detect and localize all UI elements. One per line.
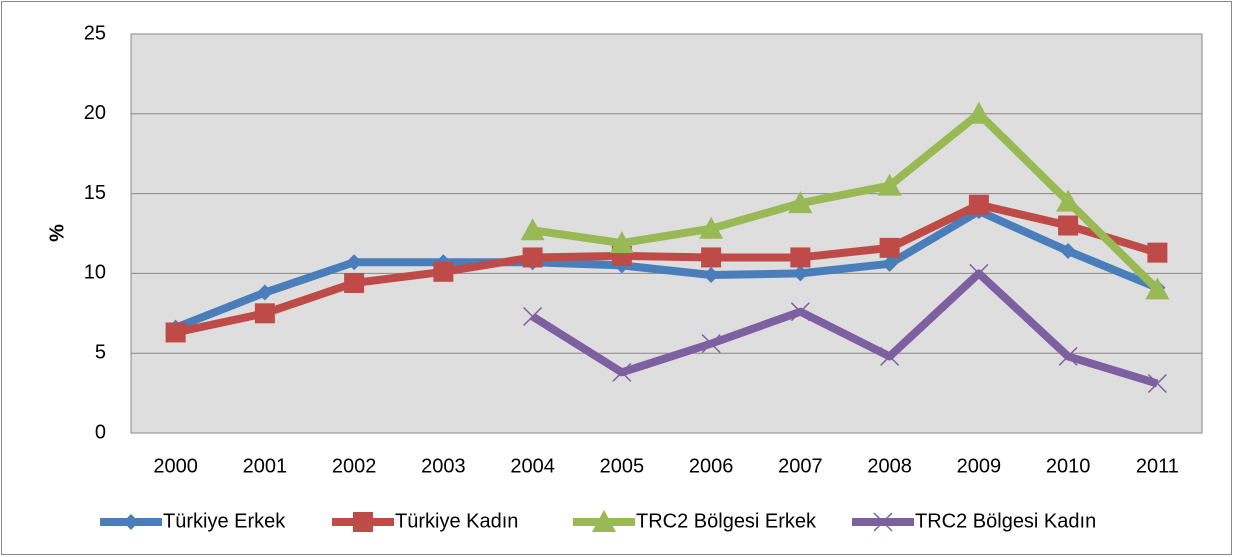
point-marker	[256, 284, 273, 301]
point-marker	[877, 173, 902, 196]
series-line	[530, 269, 1159, 388]
y-tick-label: 5	[95, 341, 106, 363]
point-marker	[968, 194, 989, 215]
point-marker	[433, 261, 454, 282]
point-marker	[788, 191, 813, 214]
point-marker	[1147, 242, 1168, 263]
y-tick-label: 25	[84, 22, 106, 44]
point-marker	[344, 272, 365, 293]
point-marker	[790, 302, 810, 322]
legend-marker	[353, 512, 373, 532]
point-marker	[881, 255, 898, 272]
x-tick-label: 2004	[510, 455, 555, 477]
x-tick-label: 2008	[867, 455, 912, 477]
legend-marker	[873, 512, 893, 532]
x-tick-label: 2006	[689, 455, 734, 477]
series-line	[174, 207, 1159, 332]
point-marker	[165, 322, 186, 343]
legend-label: TRC2 Bölgesi Kadın	[915, 510, 1096, 532]
point-marker	[1147, 373, 1167, 394]
x-tick-label: 2007	[778, 455, 823, 477]
point-marker	[790, 247, 811, 268]
x-tick-label: 2010	[1046, 455, 1091, 477]
point-marker	[1058, 215, 1079, 236]
y-tick-label: 15	[84, 182, 106, 204]
y-tick-label: 0	[95, 421, 106, 443]
point-marker	[703, 266, 720, 283]
x-tick-label: 2003	[421, 455, 466, 477]
x-tick-label: 2000	[153, 455, 198, 477]
point-marker	[969, 263, 989, 283]
point-marker	[520, 218, 545, 241]
point-marker	[1058, 346, 1078, 366]
point-marker	[701, 334, 721, 354]
point-marker	[699, 216, 724, 239]
point-marker	[701, 247, 722, 268]
x-tick-label: 2001	[243, 455, 288, 477]
point-marker	[346, 254, 363, 271]
y-axis-label: %	[46, 224, 68, 242]
point-marker	[880, 346, 900, 366]
x-tick-label: 2002	[332, 455, 377, 477]
series-line	[174, 200, 1159, 337]
x-tick-label: 2011	[1136, 455, 1179, 477]
point-marker	[254, 303, 275, 324]
series-line	[532, 109, 1161, 293]
point-marker	[612, 362, 632, 382]
point-marker	[1060, 243, 1077, 260]
point-marker	[523, 306, 543, 327]
point-marker	[1145, 277, 1170, 300]
point-marker	[1056, 189, 1081, 212]
y-tick-label: 20	[84, 102, 106, 124]
legend-label: TRC2 Bölgesi Erkek	[636, 510, 817, 532]
point-marker	[609, 231, 634, 254]
legend-label: Türkiye Kadın	[395, 510, 518, 532]
x-tick-label: 2009	[957, 455, 1002, 477]
x-tick-label: 2005	[600, 455, 645, 477]
point-marker	[522, 247, 543, 268]
legend-marker	[592, 510, 616, 532]
legend-label: Türkiye Erkek	[163, 510, 286, 532]
point-marker	[966, 101, 991, 124]
y-tick-label: 10	[84, 262, 106, 284]
legend-marker	[123, 514, 139, 530]
point-marker	[792, 265, 809, 282]
point-marker	[879, 237, 900, 258]
